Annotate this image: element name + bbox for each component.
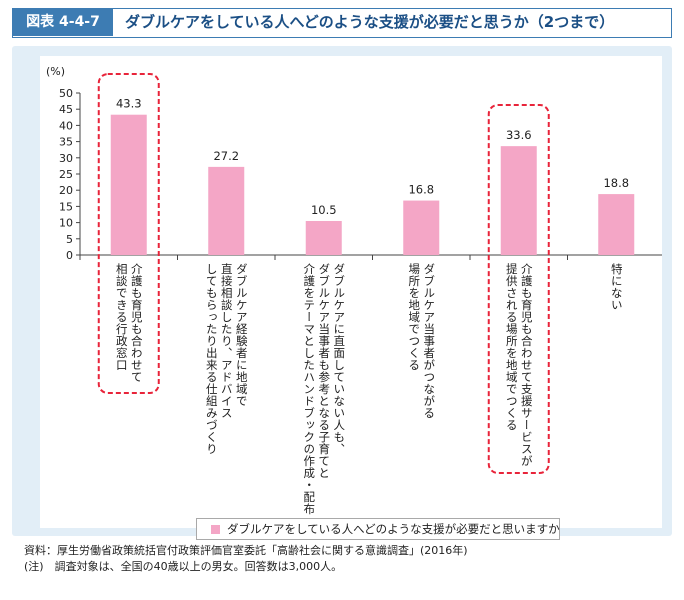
category-label: ダブルケア当事者がつながる 場所を地域でつくる: [407, 263, 437, 419]
source-note: 資料：厚生労働省政策統括官付政策評価官室委託「高齢社会に関する意識調査」(201…: [24, 544, 468, 557]
legend: ダブルケアをしている人へどのような支援が必要だと思いますか: [196, 518, 560, 540]
y-tick-label: 5: [66, 233, 73, 246]
bar: [208, 166, 245, 255]
figure-title: ダブルケアをしている人へどのような支援が必要だと思うか（2つまで）: [125, 13, 615, 31]
chart-panel: (%) 0 5 10 15 20 25 30 35 40 45 50 43.3 27.2 10.5 16.8 3…: [12, 46, 672, 540]
plot-area: (%) 0 5 10 15 20 25 30 35 40 45 50 43.3 27.2 10.5 16.8 3…: [40, 56, 662, 540]
y-tick-label: 25: [59, 168, 73, 181]
source-notes: 資料：厚生労働省政策統括官付政策評価官室委託「高齢社会に関する意識調査」(201…: [24, 543, 468, 575]
y-tick-label: 40: [59, 119, 73, 132]
y-tick-label: 30: [59, 152, 73, 165]
category-label: 特にない: [609, 263, 624, 311]
data-label: 18.8: [603, 176, 629, 190]
category-label: ダブルケア経験者に地域で 直接相談したり、アドバイス してもらったり出来る仕組み…: [204, 263, 249, 455]
y-tick-label: 0: [66, 249, 73, 262]
bar: [110, 114, 147, 255]
bar: [403, 200, 440, 255]
y-tick-label: 20: [59, 184, 73, 197]
category-label: 介護も育児も合わせて 相談できる行政窓口: [114, 263, 144, 383]
category-label: 介護も育児も合わせて支援サービスが 提供される場所を地域でつくる: [504, 263, 534, 467]
y-tick-label: 10: [59, 217, 73, 230]
figure-header: 図表 4-4-7 ダブルケアをしている人へどのような支援が必要だと思うか（2つま…: [12, 8, 672, 38]
y-tick-label: 35: [59, 136, 73, 149]
bar: [500, 146, 537, 255]
y-axis-label: (%): [46, 65, 65, 78]
survey-note: (注) 調査対象は、全国の40歳以上の男女。回答数は3,000人。: [24, 560, 343, 573]
legend-label: ダブルケアをしている人へどのような支援が必要だと思いますか: [227, 522, 560, 536]
bar-chart: (%) 0 5 10 15 20 25 30 35 40 45 50 43.3 27.2 10.5 16.8 3…: [46, 65, 662, 474]
y-tick-label: 45: [59, 103, 73, 116]
highlight-box: [97, 73, 160, 394]
highlight-box: [487, 104, 550, 474]
data-label: 16.8: [408, 183, 434, 197]
y-tick-label: 50: [59, 87, 73, 100]
figure-label: 図表 4-4-7: [13, 9, 113, 36]
data-label: 43.3: [116, 97, 142, 111]
category-label: ダブルケアに直面していない人も、 ダブルケア当事者も参考となる子育てと 介護をテ…: [302, 263, 347, 515]
bar: [598, 194, 635, 255]
data-label: 10.5: [311, 203, 337, 217]
y-tick-label: 15: [59, 200, 73, 213]
legend-swatch: [211, 525, 220, 534]
data-label: 27.2: [213, 149, 239, 163]
data-label: 33.6: [506, 128, 532, 142]
bar: [305, 220, 342, 255]
